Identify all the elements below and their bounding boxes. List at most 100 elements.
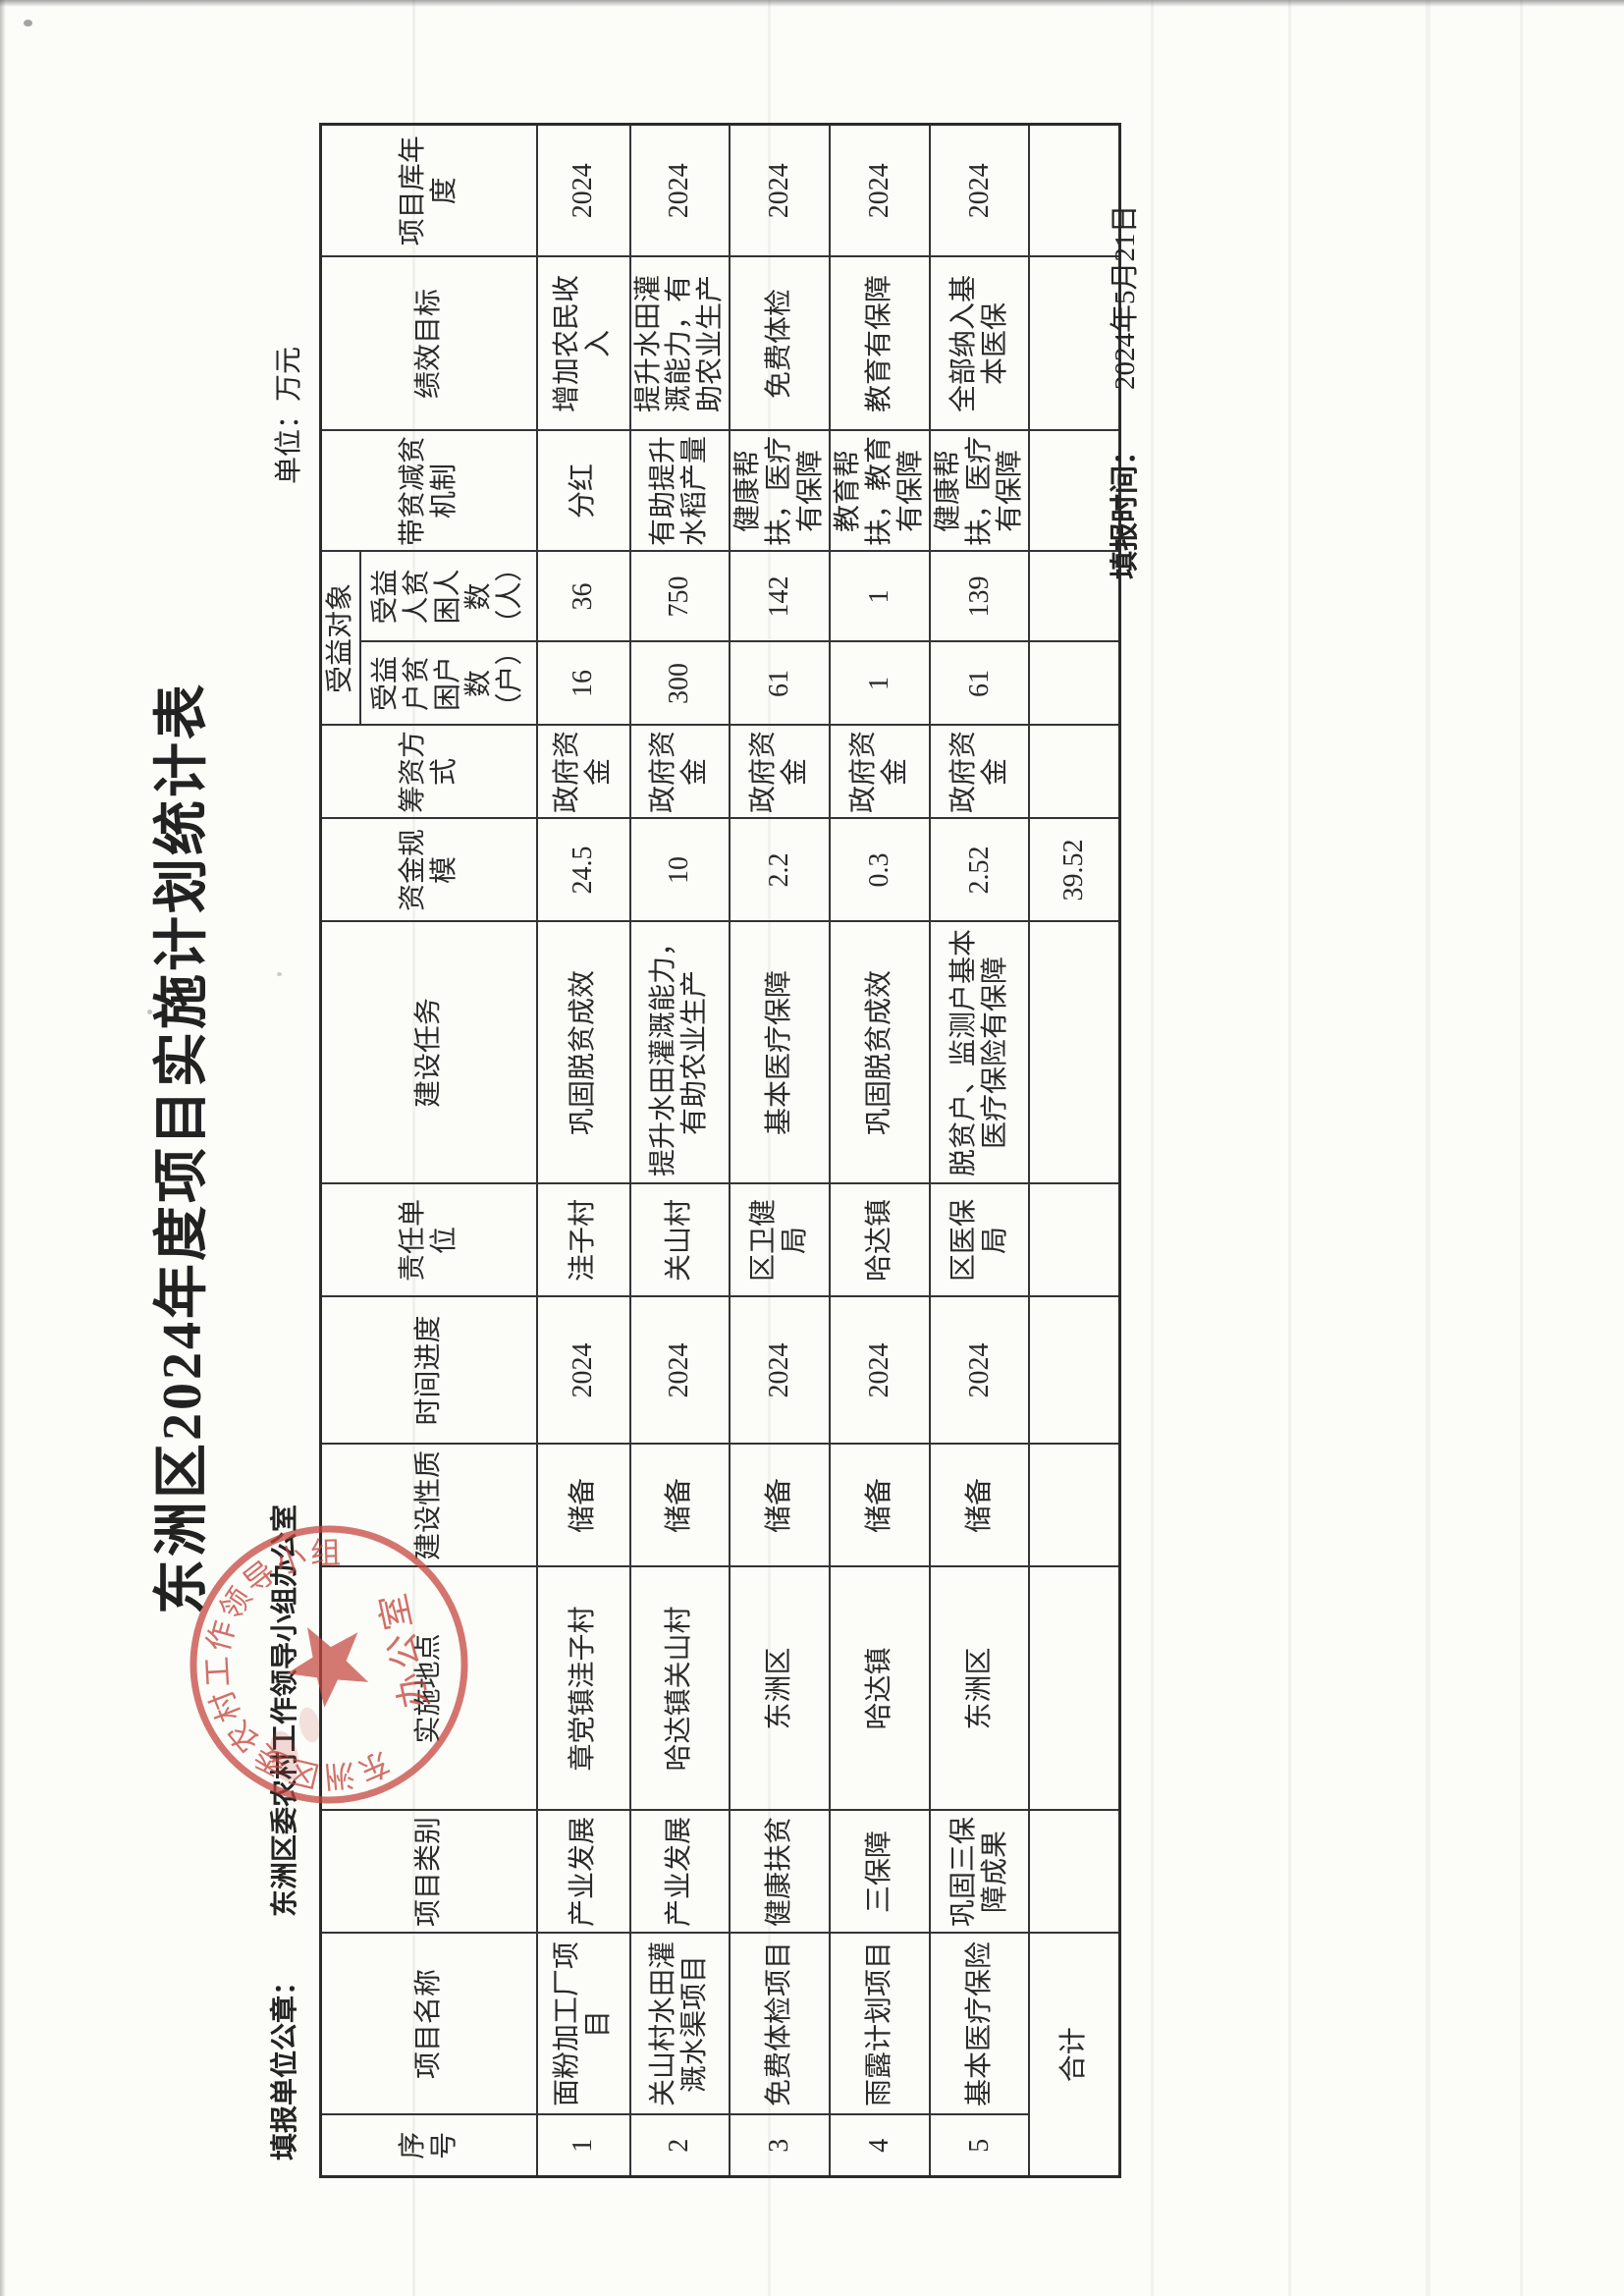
scan-streak (412, 0, 415, 2296)
table-cell: 750 (629, 551, 731, 642)
seal-star-icon (286, 1626, 369, 1708)
table-cell: 2024 (929, 1296, 1030, 1445)
table-cell: 政府资金 (629, 725, 731, 819)
report-time-line: 填报时间： 2024年5月21日 (1102, 204, 1143, 579)
table-cell: 巩固三保障成果 (929, 1810, 1030, 1934)
table-cell: 142 (730, 551, 830, 642)
table-cell: 分红 (536, 430, 630, 552)
table-cell: 洼子村 (536, 1183, 630, 1297)
table-cell (1029, 725, 1120, 819)
table-cell: 三保障 (829, 1810, 930, 1934)
table-cell: 2024 (536, 124, 630, 257)
table-row: 4 雨露计划项目 三保障 哈达镇 储备 2024 哈达镇 巩固脱贫成效 0.3 政府资金 1 1 教育帮… (829, 124, 930, 2177)
table-cell: 东洲区 (929, 1566, 1030, 1811)
table-cell: 提升水田灌溉能力，有助农业生产 (629, 921, 731, 1184)
table-cell (1029, 641, 1120, 726)
table-cell: 章党镇洼子村 (536, 1566, 630, 1811)
table-cell: 16 (536, 641, 630, 726)
table-cell: 39.52 (1029, 818, 1120, 922)
column-header: 项目名称 (320, 1933, 537, 2115)
table-cell (1029, 1810, 1120, 1934)
table-cell: 基本医疗保险 (929, 1933, 1030, 2115)
column-header: 责任单位 (320, 1183, 537, 1297)
table-cell: 61 (730, 641, 830, 726)
table-cell: 区卫健局 (730, 1183, 830, 1297)
column-header: 项目库年度 (320, 124, 537, 257)
total-label-cell: 合计 (1029, 1933, 1120, 2177)
scan-streak (768, 0, 771, 2296)
table-cell: 政府资金 (730, 725, 830, 819)
table-cell: 免费体检 (730, 256, 830, 431)
column-subheader: 受益户贫困户数（户） (359, 637, 537, 726)
table-cell: 有助提升水稻产量 (629, 430, 731, 552)
table-cell: 免费体检项目 (730, 1933, 830, 2115)
table-cell: 300 (629, 641, 731, 726)
table-row: 2 关山村水田灌溉水渠项目 产业发展 哈达镇关山村 储备 2024 关山村 提升水田灌溉能力，… (629, 124, 731, 2177)
table-cell: 4 (829, 2114, 930, 2177)
table-cell: 1 (536, 2114, 630, 2177)
table-cell: 0.3 (829, 818, 930, 922)
table-cell: 提升水田灌溉能力，有助农业生产 (629, 256, 731, 431)
table-cell: 区医保局 (929, 1183, 1030, 1297)
table-cell: 储备 (829, 1444, 930, 1567)
table-cell: 健康帮扶，医疗有保障 (929, 430, 1030, 552)
table-row: 1 面粉加工厂项目 产业发展 章党镇洼子村 储备 2024 洼子村 巩固脱贫成效 24.5 政府资… (536, 124, 630, 2177)
table-cell: 健康帮扶，医疗有保障 (730, 430, 830, 552)
scan-streak (1520, 0, 1523, 2296)
table-cell: 巩固脱贫成效 (829, 921, 930, 1184)
table-cell: 5 (929, 2114, 1030, 2177)
table-cell: 2.2 (730, 818, 830, 922)
table-cell: 2.52 (929, 818, 1030, 922)
table-cell: 基本医疗保障 (730, 921, 830, 1184)
table-cell: 哈达镇 (829, 1566, 930, 1811)
table-cell: 面粉加工厂项目 (536, 1933, 630, 2115)
column-header: 序号 (320, 2114, 537, 2177)
table-cell: 政府资金 (929, 725, 1030, 819)
plan-table: 序号 项目名称 项目类别 实施地点 建设性质 时间进度 责任单位 建设任务 资金规模 筹资方式 受益… (319, 122, 1121, 2178)
scan-edge-top (0, 0, 1624, 7)
table-cell: 储备 (536, 1444, 630, 1567)
table-cell: 产业发展 (629, 1810, 731, 1934)
table-cell: 教育帮扶，教育有保障 (829, 430, 930, 552)
table-cell: 2024 (730, 124, 830, 257)
scan-speck (277, 972, 282, 976)
table-cell: 139 (929, 551, 1030, 642)
table-cell: 2024 (629, 124, 731, 257)
unit-note: 单位：万元 (274, 346, 304, 484)
table-cell: 1 (829, 551, 930, 642)
table-cell: 增加农民收入 (536, 256, 630, 431)
table-cell: 政府资金 (536, 725, 630, 819)
table-cell: 2024 (730, 1296, 830, 1445)
column-header: 时间进度 (320, 1296, 537, 1445)
table-cell (1029, 1444, 1120, 1567)
table-cell: 储备 (929, 1444, 1030, 1567)
scan-streak (1151, 0, 1154, 2296)
scan-streak (1426, 0, 1431, 2296)
table-cell: 2 (629, 2114, 731, 2177)
table-cell: 61 (929, 641, 1030, 726)
official-seal-stamp: 东洲区委农村工作领导小组 办公室 (176, 1525, 468, 1819)
table-cell: 教育有保障 (829, 256, 930, 431)
column-header: 绩效目标 (320, 256, 537, 431)
seal-smudge (298, 1707, 320, 1743)
column-subheader: 受益人贫困人数（人） (359, 551, 537, 642)
table-cell: 巩固脱贫成效 (536, 921, 630, 1184)
table-cell: 2024 (629, 1296, 731, 1445)
table-cell (1029, 1296, 1120, 1445)
scan-edge-left (0, 0, 6, 2296)
table-cell: 1 (829, 641, 930, 726)
table-cell: 储备 (730, 1444, 830, 1567)
table-cell: 2024 (929, 124, 1030, 257)
table-cell: 健康扶贫 (730, 1810, 830, 1934)
table-cell: 24.5 (536, 818, 630, 922)
table-cell (1029, 1183, 1120, 1297)
column-header-beneficiary-group: 受益对象 (320, 551, 360, 726)
table-cell: 哈达镇关山村 (629, 1566, 731, 1811)
table-cell: 储备 (629, 1444, 731, 1567)
document-title: 东洲区2024年度项目实施计划统计表 (152, 682, 213, 1614)
table-cell: 全部纳入基本医保 (929, 256, 1030, 431)
column-header: 资金规模 (320, 818, 537, 922)
scan-speck (24, 20, 32, 27)
column-header: 项目类别 (320, 1810, 537, 1934)
